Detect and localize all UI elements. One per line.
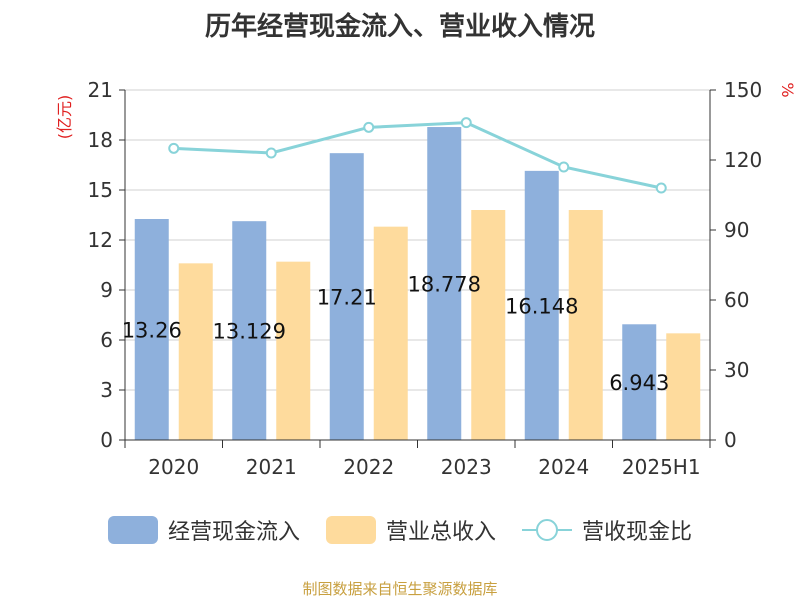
y-left-tick-label: 21 — [88, 78, 113, 102]
x-tick-label: 2020 — [148, 455, 199, 479]
legend-swatch-cash-inflow — [107, 516, 158, 544]
legend-label-ratio: 营收现金比 — [582, 520, 693, 545]
bar-revenue — [666, 333, 701, 440]
source-note: 制图数据来自恒生聚源数据库 — [302, 580, 498, 598]
ratio-line — [168, 117, 667, 194]
bar-cash-inflow — [622, 324, 657, 440]
y-right-tick-label: 30 — [724, 358, 749, 382]
y-right-tick-label: 90 — [724, 218, 749, 242]
y-right-tick-label: 60 — [724, 288, 749, 312]
bar-cash-inflow — [427, 127, 462, 441]
y-left-tick-label: 6 — [100, 328, 113, 352]
legend-swatch-ratio — [522, 516, 572, 544]
data-label: 16.148 — [505, 294, 578, 318]
ratio-line-path — [173, 121, 662, 190]
data-label: 6.943 — [609, 371, 669, 395]
data-label: 18.778 — [408, 273, 481, 297]
ratio-point — [655, 182, 667, 194]
legend-item-cash-inflow[interactable]: 经营现金流入 — [107, 514, 300, 546]
bar-revenue — [276, 261, 311, 440]
bar-revenue — [471, 210, 506, 440]
grid-lines — [125, 89, 710, 391]
x-tick-label: 2022 — [343, 455, 394, 479]
y-left-axis-label: (亿元) — [55, 95, 74, 140]
x-tick-label: 2025H1 — [622, 455, 701, 479]
bars — [134, 127, 701, 441]
bar-revenue — [373, 226, 408, 440]
y-left-tick-label: 15 — [88, 178, 113, 202]
data-label: 13.129 — [213, 320, 286, 344]
data-label: 13.26 — [122, 319, 182, 343]
y-right-axis-label: % — [778, 82, 797, 97]
y-left-tick-label: 3 — [100, 378, 113, 402]
chart-title: 历年经营现金流入、营业收入情况 — [204, 12, 595, 42]
y-left-tick-label: 12 — [88, 228, 113, 252]
data-labels: 13.26 13.129 17.21 18.778 16.148 6.943 — [122, 273, 670, 396]
bar-revenue — [568, 210, 603, 440]
data-label: 17.21 — [317, 286, 377, 310]
axes: 0 3 6 9 12 15 18 21 0 30 60 90 120 150 (亿元)% 2020 2021 20… — [55, 78, 797, 479]
ratio-point — [460, 117, 472, 129]
y-right-tick-label: 150 — [724, 78, 762, 102]
bar-cash-inflow — [329, 153, 364, 440]
y-left-tick-label: 18 — [88, 128, 113, 152]
y-right-tick-label: 0 — [724, 428, 737, 452]
bar-cash-inflow — [134, 219, 169, 440]
legend-item-ratio[interactable]: 营收现金比 — [522, 514, 692, 546]
y-right-tick-label: 120 — [724, 148, 762, 172]
x-tick-label: 2024 — [538, 455, 589, 479]
bar-cash-inflow — [524, 170, 559, 440]
y-left-tick-label: 0 — [100, 428, 113, 452]
x-tick-label: 2021 — [246, 455, 297, 479]
legend-label-revenue: 营业总收入 — [385, 520, 496, 545]
ratio-point — [168, 142, 180, 154]
bar-cash-inflow — [232, 221, 267, 440]
legend-swatch-revenue — [325, 516, 376, 544]
x-tick-label: 2023 — [441, 455, 492, 479]
legend-label-cash-inflow: 经营现金流入 — [167, 520, 300, 545]
legend: 经营现金流入 营业总收入 营收现金比 — [0, 514, 800, 546]
ratio-point — [558, 161, 570, 173]
bar-revenue — [178, 263, 213, 440]
legend-item-revenue[interactable]: 营业总收入 — [325, 514, 496, 546]
y-left-tick-label: 9 — [100, 278, 113, 302]
ratio-point — [363, 121, 375, 133]
ratio-point — [265, 147, 277, 159]
